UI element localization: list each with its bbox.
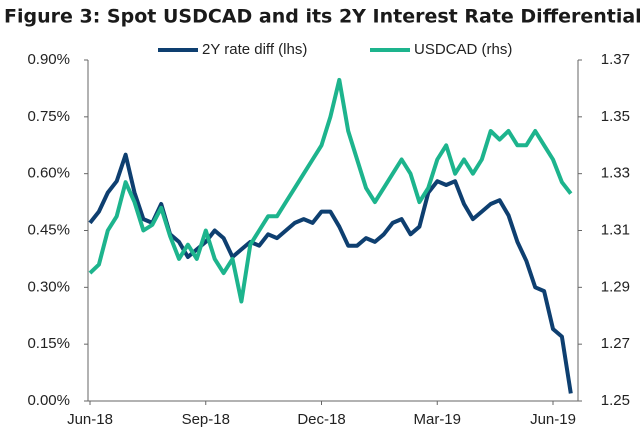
series-line bbox=[88, 152, 573, 394]
y-tick-label: 0.75% bbox=[27, 108, 70, 125]
x-tick-label: Dec-18 bbox=[297, 411, 345, 428]
x-tick-label: Mar-19 bbox=[413, 411, 461, 428]
y2-tick-label: 1.37 bbox=[601, 51, 630, 68]
series-line bbox=[88, 77, 573, 304]
x-tick-label: Jun-18 bbox=[67, 411, 113, 428]
y2-tick-label: 1.29 bbox=[601, 278, 630, 295]
y-tick-label: 0.90% bbox=[27, 51, 70, 68]
chart-title: Figure 3: Spot USDCAD and its 2Y Interes… bbox=[4, 6, 640, 28]
y-tick-label: 0.60% bbox=[27, 165, 70, 182]
legend-label: USDCAD (rhs) bbox=[414, 41, 512, 58]
y-tick-label: 0.00% bbox=[27, 392, 70, 409]
legend-label: 2Y rate diff (lhs) bbox=[202, 41, 307, 58]
y2-tick-label: 1.31 bbox=[601, 221, 630, 238]
y-tick-label: 0.30% bbox=[27, 278, 70, 295]
y2-tick-label: 1.35 bbox=[601, 108, 630, 125]
x-tick-label: Sep-18 bbox=[182, 411, 230, 428]
y-tick-label: 0.45% bbox=[27, 221, 70, 238]
y2-tick-label: 1.25 bbox=[601, 392, 630, 409]
x-tick-label: Jun-19 bbox=[530, 411, 576, 428]
y2-tick-label: 1.27 bbox=[601, 335, 630, 352]
y2-tick-label: 1.33 bbox=[601, 165, 630, 182]
y-tick-label: 0.15% bbox=[27, 335, 70, 352]
